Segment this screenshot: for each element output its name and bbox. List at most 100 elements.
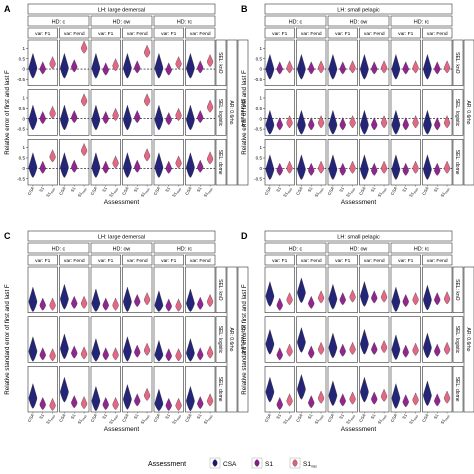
violin	[49, 348, 56, 362]
x-tick-label: S1	[38, 185, 45, 193]
hd-strip-label: HD: c	[289, 19, 303, 25]
violin	[197, 109, 204, 124]
violin	[28, 104, 38, 131]
lh-strip-label: LH: large demersal	[98, 235, 145, 241]
x-tick-label: S1mss	[140, 413, 151, 426]
sel-strip-label: SEL: dome	[454, 377, 460, 402]
violin	[412, 60, 419, 74]
violin	[175, 397, 182, 411]
legend-title: Assessment	[148, 461, 186, 468]
x-tick-label: CSA	[421, 186, 430, 196]
violin	[206, 393, 214, 407]
var-strip	[122, 254, 153, 266]
hd-strip	[327, 242, 390, 254]
violin	[71, 345, 78, 359]
var-strip	[422, 254, 453, 266]
violin	[165, 348, 172, 362]
hd-strip	[153, 15, 216, 27]
legend-swatch	[254, 459, 260, 467]
x-tick-label: S1	[275, 412, 282, 420]
hd-strip-label: HD: c	[52, 19, 66, 25]
x-tick-label: CSA	[295, 413, 304, 423]
x-tick-label: S1mss	[282, 186, 293, 199]
legend-label: S1	[265, 461, 273, 468]
violin	[349, 160, 356, 174]
x-tick-label: S1	[370, 185, 377, 193]
sel-strip-label: SEL: logistic	[217, 326, 223, 354]
lh-strip-label: LH: small pelagic	[337, 8, 380, 14]
sel-strip	[452, 366, 464, 413]
x-axis-label: Assessment	[104, 426, 140, 433]
violin	[434, 393, 441, 407]
x-tick-label: S1	[338, 412, 345, 420]
violin	[443, 291, 451, 305]
lh-strip-label: LH: small pelagic	[337, 235, 380, 241]
violin	[102, 62, 109, 76]
violin	[175, 107, 182, 121]
x-tick-label: CSA	[390, 186, 399, 196]
violin	[154, 52, 164, 79]
violin	[60, 283, 69, 310]
x-tick-label: S1mss	[171, 186, 182, 199]
x-tick-label: CSA	[153, 186, 162, 196]
x-tick-label: CSA	[90, 186, 99, 196]
violin	[360, 376, 369, 403]
x-tick-label: S1mss	[345, 413, 356, 426]
violin	[423, 53, 432, 80]
y-tick-label: 0	[22, 116, 25, 121]
violin	[143, 148, 151, 162]
hd-strip-label: HD: ow	[113, 19, 131, 25]
x-tick-label: S1	[164, 412, 171, 420]
hd-strip	[264, 242, 327, 254]
sel-strip	[452, 89, 464, 136]
violin	[197, 296, 204, 310]
violin	[412, 160, 419, 174]
y-axis-label: Relative standard error of first and las…	[241, 284, 248, 395]
sel-strip-label: SEL: knO	[217, 52, 223, 74]
violin	[112, 297, 119, 311]
violin	[71, 109, 78, 124]
x-tick-label: CSA	[295, 186, 304, 196]
var-strip	[296, 254, 327, 266]
hd-strip	[27, 15, 90, 27]
violin	[112, 396, 119, 411]
ar-strip	[226, 39, 238, 186]
violin	[265, 154, 275, 180]
sel-strip-label: SEL: dome	[217, 150, 223, 175]
sel-strip	[215, 89, 227, 136]
violin	[143, 93, 151, 107]
violin	[391, 109, 401, 135]
var-strip-label: var: F1	[272, 31, 287, 37]
violin	[349, 115, 356, 129]
var-strip-label: var: F1	[161, 258, 176, 264]
lh-strip	[264, 3, 453, 15]
violin	[412, 342, 419, 356]
lh-strip	[264, 230, 453, 242]
x-axis-label: Assessment	[341, 426, 377, 433]
violin	[165, 112, 172, 126]
violin	[349, 391, 356, 405]
violin	[112, 107, 119, 121]
violin	[339, 61, 346, 75]
violin	[297, 53, 306, 80]
violin	[28, 383, 38, 409]
x-tick-label: CSA	[121, 413, 130, 423]
x-tick-label: CSA	[184, 413, 193, 423]
var-strip	[359, 27, 390, 39]
violin	[412, 115, 419, 129]
var-strip	[59, 254, 90, 266]
violin	[71, 295, 78, 309]
var-strip-label: var: Fend	[64, 258, 85, 264]
x-tick-label: S1	[164, 185, 171, 193]
ar-strip-label: AR: 0.6rho	[465, 101, 471, 125]
x-tick-label: S1	[433, 412, 440, 420]
sel-strip	[215, 39, 227, 86]
x-tick-label: S1mss	[77, 186, 88, 199]
y-tick-label: 1	[22, 46, 25, 51]
y-tick-label: -0.5	[254, 127, 262, 132]
violin	[123, 52, 132, 79]
violin	[143, 292, 151, 306]
violin	[91, 152, 101, 178]
